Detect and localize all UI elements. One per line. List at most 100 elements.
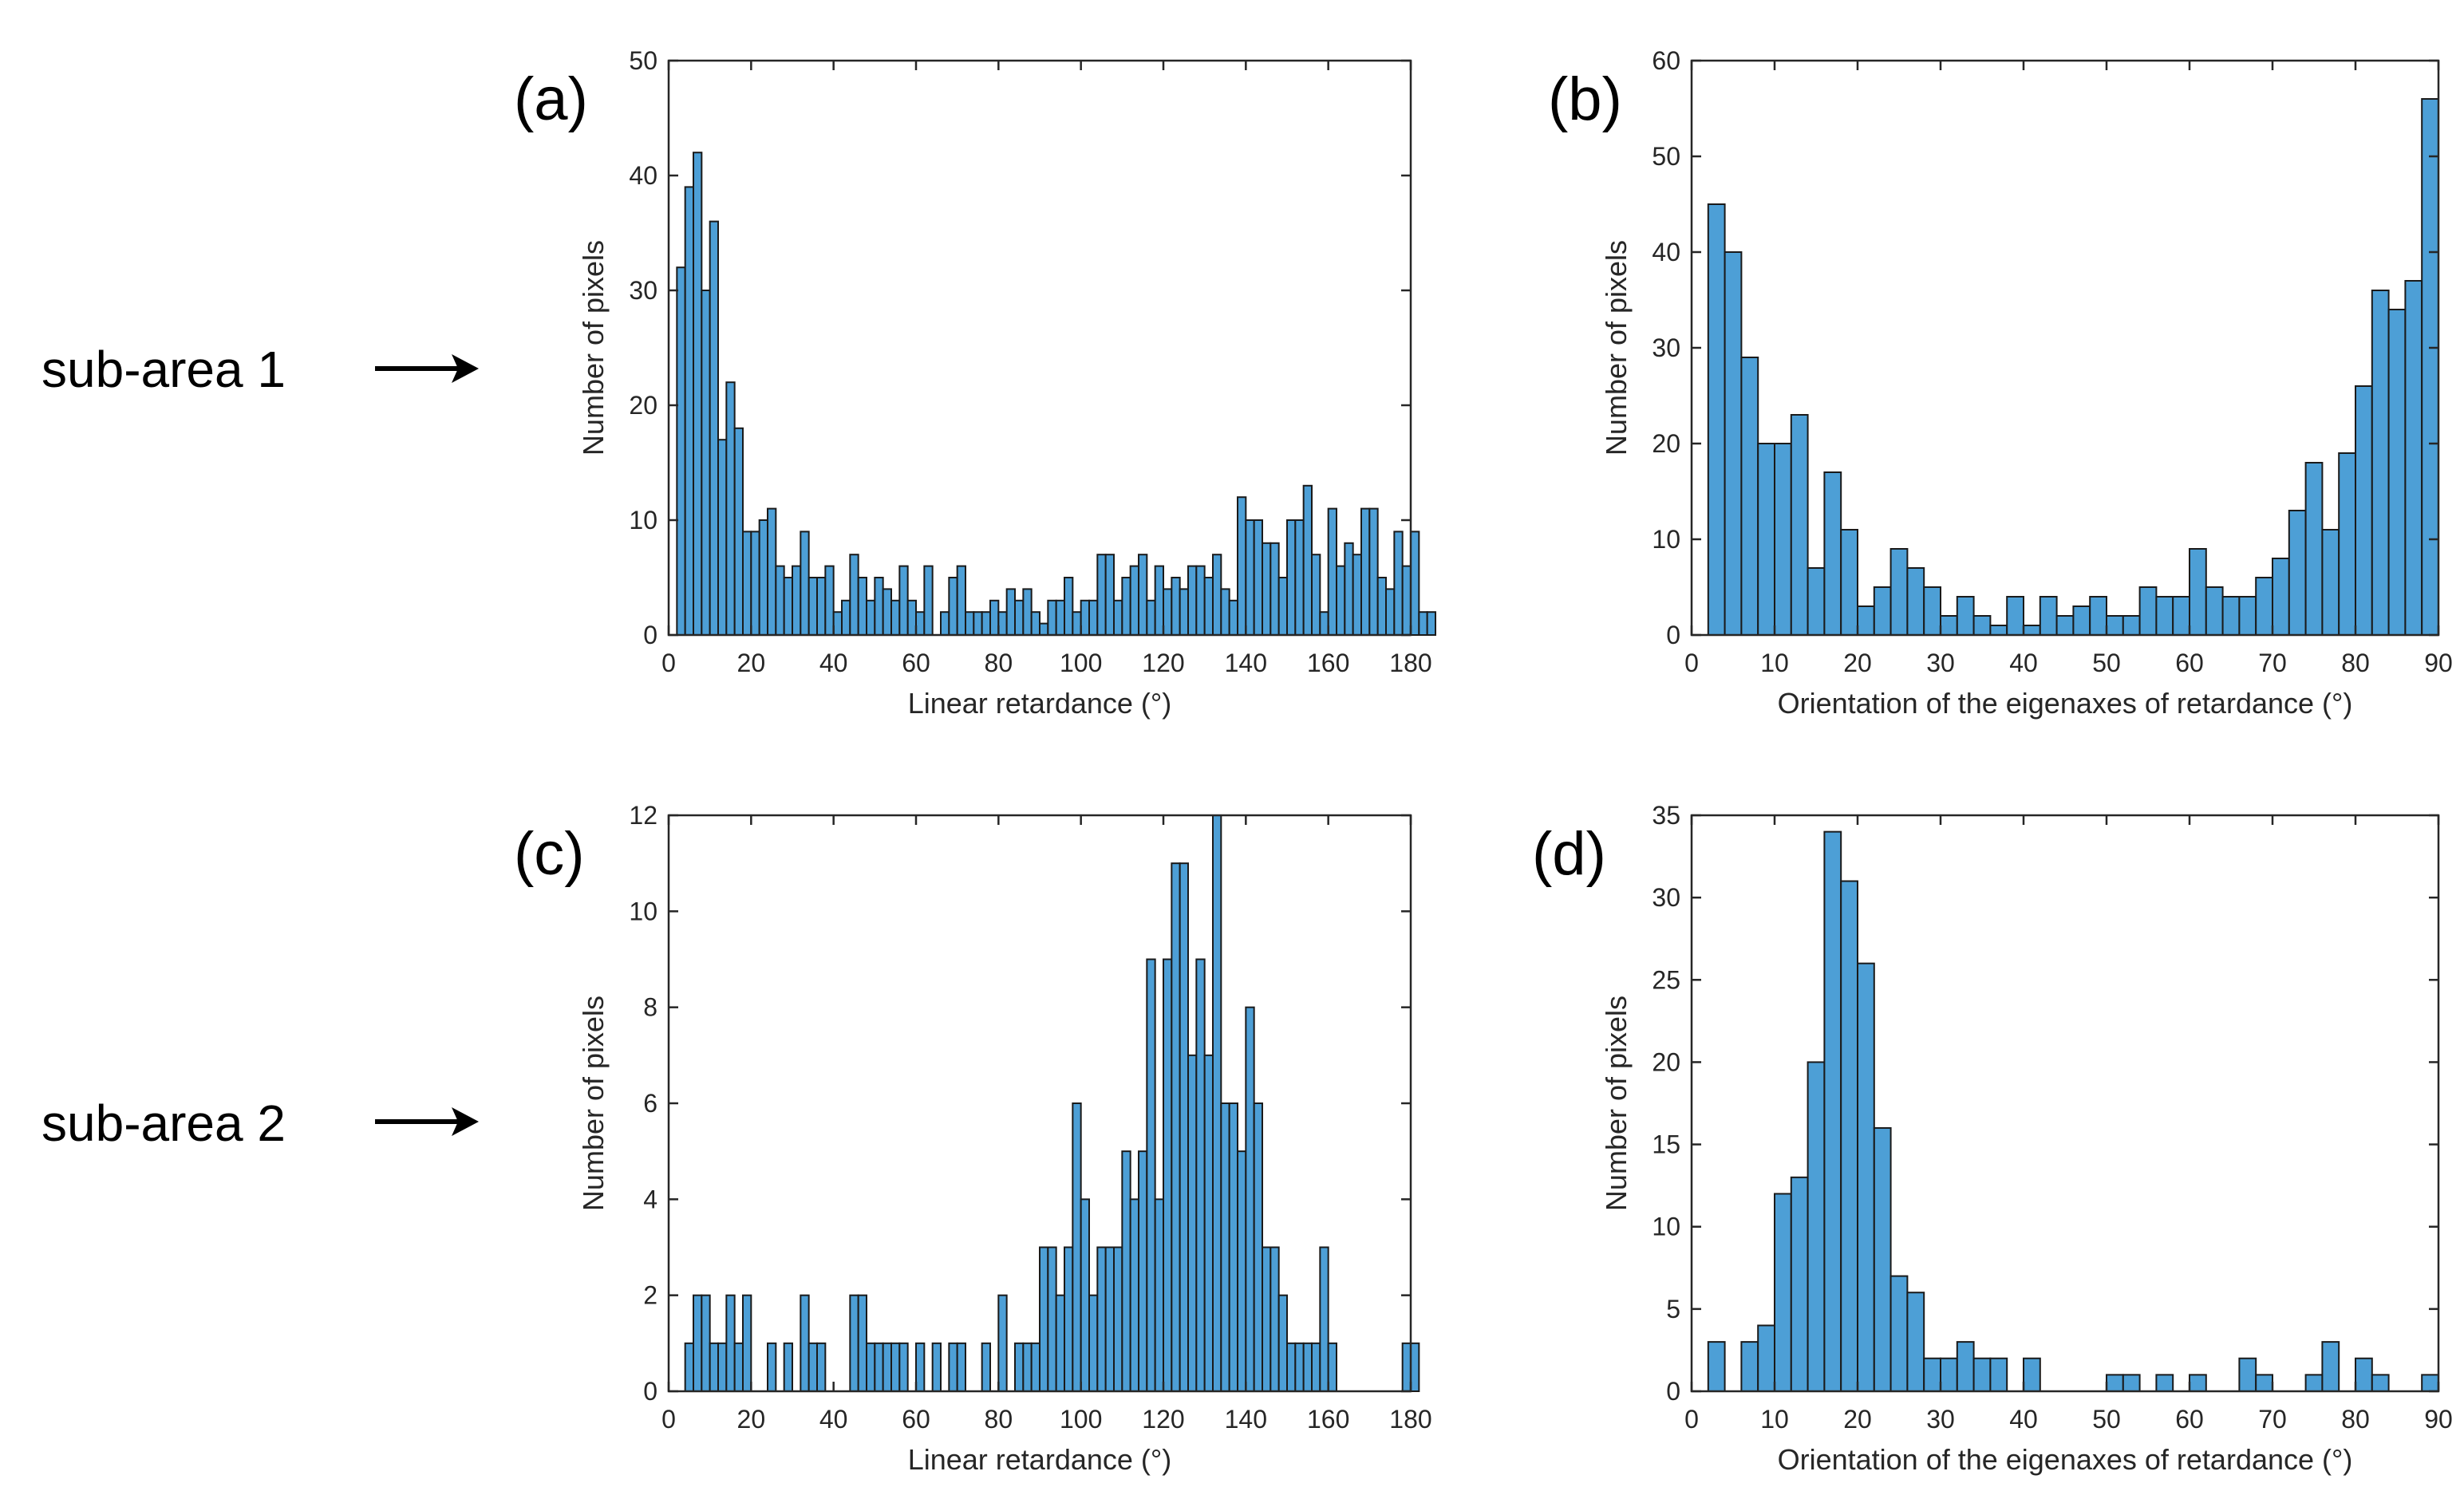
bar [948, 577, 958, 636]
bar [2355, 1357, 2373, 1392]
bar [1294, 1342, 1305, 1393]
bar [824, 565, 835, 636]
bar [808, 1342, 819, 1393]
bar [1237, 496, 1247, 637]
bar [1319, 1246, 1329, 1392]
bar [1171, 862, 1181, 1392]
y-tick-label: 5 [1666, 1295, 1680, 1323]
bar [693, 1294, 703, 1392]
bar [1022, 588, 1033, 637]
y-tick-label: 50 [629, 46, 657, 75]
bar [1740, 1341, 1759, 1392]
bar [1889, 1275, 1909, 1392]
bar [1088, 599, 1099, 636]
bar [1906, 1292, 1925, 1392]
bar [733, 427, 744, 636]
bar [1187, 1054, 1198, 1393]
bar [2387, 309, 2407, 636]
bar [808, 577, 819, 636]
bar [965, 611, 975, 637]
panel-label: (c) [514, 820, 585, 888]
bar [1757, 443, 1775, 636]
x-tick-label: 20 [1843, 1405, 1872, 1434]
bar [890, 1342, 901, 1393]
bar [1302, 484, 1313, 636]
bar [693, 152, 703, 636]
bar [1096, 1246, 1107, 1392]
bar [709, 220, 720, 637]
y-tick-label: 10 [1652, 1213, 1680, 1241]
bar [1022, 1342, 1033, 1393]
bar [940, 611, 950, 637]
y-axis-label: Number of pixels [577, 240, 610, 456]
x-tick-label: 10 [1760, 649, 1789, 677]
bar [2106, 615, 2124, 636]
bar [1426, 611, 1436, 637]
bar [1418, 611, 1428, 637]
x-tick-label: 160 [1307, 1405, 1349, 1434]
y-tick-label: 4 [643, 1185, 657, 1213]
bar [1088, 1294, 1099, 1392]
panels: 0 20 40 60 80 100 120 140 160 18001020304050Linea… [514, 46, 2453, 1476]
bar [1327, 1342, 1337, 1393]
chart-c: 0 20 40 60 80 100 120 140 160 180 0 2 4 6 8 10 12 Linear … [514, 801, 1432, 1476]
bar [1096, 554, 1107, 637]
bar [2288, 510, 2307, 636]
bar [1005, 588, 1016, 637]
x-tick-label: 20 [737, 649, 766, 677]
bar [948, 1342, 958, 1393]
x-tick-label: 10 [1760, 1405, 1789, 1434]
bar [1203, 1054, 1214, 1393]
bar [1163, 958, 1173, 1392]
x-axis-label: Linear retardance (°) [908, 687, 1172, 720]
bar [1376, 577, 1387, 636]
bar [758, 519, 769, 636]
x-tick-label: 90 [2424, 1405, 2453, 1434]
bar [2122, 615, 2141, 636]
bar [1129, 1198, 1139, 1393]
bar [2272, 558, 2290, 636]
bar [2155, 1374, 2174, 1393]
bar [725, 381, 736, 636]
bar [2205, 586, 2224, 636]
y-tick-label: 15 [1652, 1130, 1680, 1159]
bar [800, 531, 810, 637]
y-tick-label: 8 [643, 993, 657, 1022]
bar [709, 1342, 720, 1393]
row-1-group: sub-area 1 [41, 341, 479, 398]
bar [1940, 615, 1958, 636]
x-tick-label: 0 [1684, 1405, 1699, 1434]
bar [1179, 862, 1189, 1392]
bar [2155, 596, 2174, 636]
bar [2255, 577, 2273, 636]
y-tick-label: 40 [1652, 238, 1680, 266]
bar [2189, 1374, 2207, 1393]
bar [1401, 565, 1412, 636]
bar [1410, 1342, 1420, 1393]
bar [1277, 1294, 1288, 1392]
bar [1790, 1176, 1809, 1393]
bar [742, 1294, 752, 1392]
bar [2321, 529, 2340, 636]
bar [981, 1342, 991, 1393]
x-tick-label: 0 [661, 649, 676, 677]
y-tick-label: 35 [1652, 801, 1680, 830]
bar [717, 1342, 728, 1393]
bar [956, 1342, 966, 1393]
y-tick-label: 10 [1652, 525, 1680, 554]
bar [906, 599, 917, 636]
bar [1220, 588, 1230, 637]
y-tick-label: 6 [643, 1089, 657, 1118]
bar [2006, 596, 2024, 636]
bar [849, 554, 859, 637]
bar [1873, 586, 1892, 636]
y-tick-label: 20 [629, 391, 657, 420]
x-tick-label: 80 [985, 649, 1013, 677]
bar [2255, 1374, 2273, 1393]
bar [1195, 565, 1206, 636]
y-tick-label: 10 [629, 506, 657, 534]
bar [1270, 1246, 1280, 1392]
bar [915, 1342, 926, 1393]
bar [2321, 1341, 2340, 1392]
